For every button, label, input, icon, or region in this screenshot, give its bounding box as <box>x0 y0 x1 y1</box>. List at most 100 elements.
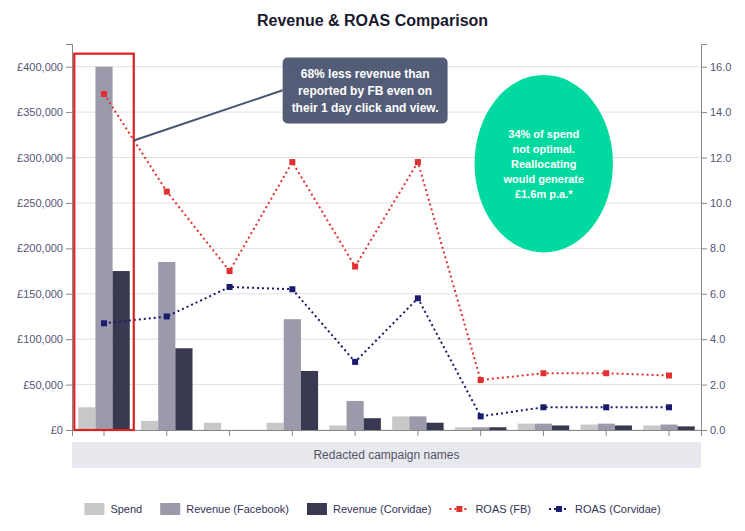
bar <box>660 425 677 430</box>
xlabel-band <box>72 442 701 468</box>
x-axis-title: Redacted campaign names <box>313 448 459 462</box>
tick-label: 6.0 <box>710 288 725 300</box>
annotation-ellipse <box>475 75 613 253</box>
bar <box>392 416 409 430</box>
legend-item: Revenue (Corvidae) <box>307 503 431 515</box>
bar <box>580 425 597 430</box>
bar <box>347 401 364 430</box>
tick-mark <box>292 430 293 436</box>
annotation-line: Reallocating <box>511 158 576 170</box>
axis-line <box>702 45 708 431</box>
tick-mark <box>701 339 707 340</box>
bar <box>329 425 346 430</box>
y-axis: £0£50,000£100,000£150,000£200,000£250,00… <box>17 45 72 437</box>
bar <box>78 407 95 430</box>
annotation-line: their 1 day click and view. <box>292 101 439 115</box>
tick: £150,000 <box>17 288 72 300</box>
tick-mark <box>701 67 707 68</box>
bar <box>95 67 112 430</box>
tick: £100,000 <box>17 333 72 345</box>
annotation-line: £1.6m p.a.* <box>515 188 573 200</box>
tick-mark <box>66 158 72 159</box>
tick: 14.0 <box>701 106 731 118</box>
tick: 2.0 <box>701 379 725 391</box>
legend: SpendRevenue (Facebook)Revenue (Corvidae… <box>84 503 660 515</box>
tick: 12.0 <box>701 152 731 164</box>
axis-line <box>66 45 73 431</box>
tick-mark <box>166 430 167 436</box>
tick: £350,000 <box>17 106 72 118</box>
bar <box>455 427 472 430</box>
bar <box>301 371 318 430</box>
chart: Revenue & ROAS Comparison£0£50,000£100,0… <box>0 0 745 531</box>
tick <box>480 430 481 436</box>
tick-mark <box>701 112 707 113</box>
marker <box>101 91 107 97</box>
tick <box>229 430 230 436</box>
legend-label: ROAS (FB) <box>475 503 531 515</box>
title: Revenue & ROAS Comparison <box>257 12 488 29</box>
tick-mark <box>66 67 72 68</box>
tick-label: 10.0 <box>710 197 731 209</box>
bar <box>141 421 158 430</box>
bar <box>158 262 175 430</box>
tick-label: £100,000 <box>17 333 63 345</box>
tick-mark <box>543 430 544 436</box>
tick-label: £350,000 <box>17 106 63 118</box>
y2-axis: 0.0 2.0 4.0 6.0 8.0 10.0 12.0 14.0 16.0 <box>701 45 731 437</box>
tick-mark <box>701 203 707 204</box>
tick: 0.0 <box>701 424 725 436</box>
legend-marker <box>456 506 462 512</box>
legend-swatch <box>84 503 104 515</box>
tick-mark <box>701 385 707 386</box>
bar <box>238 430 255 431</box>
tick-label: £250,000 <box>17 197 63 209</box>
marker <box>352 264 358 270</box>
bar <box>204 423 221 430</box>
tick-label: £300,000 <box>17 152 63 164</box>
tick-mark <box>417 430 418 436</box>
marker <box>227 268 233 274</box>
bar <box>284 319 301 430</box>
annotation-line: not optimal. <box>513 143 575 155</box>
annotation-text: 68% less revenue thanreported by FB even… <box>292 67 439 115</box>
tick: £250,000 <box>17 197 72 209</box>
marker <box>164 313 170 319</box>
marker <box>227 284 233 290</box>
tick-mark <box>66 203 72 204</box>
axis-line <box>73 431 702 437</box>
tick: 8.0 <box>701 242 725 254</box>
tick <box>355 430 356 436</box>
tick-label: 2.0 <box>710 379 725 391</box>
tick-mark <box>66 385 72 386</box>
annotation-arrow <box>134 90 283 140</box>
tick: £50,000 <box>23 379 72 391</box>
tick: 10.0 <box>701 197 731 209</box>
tick-label: 12.0 <box>710 152 731 164</box>
tick-label: 4.0 <box>710 333 725 345</box>
bar <box>364 418 381 430</box>
tick-mark <box>229 430 230 436</box>
tick: 6.0 <box>701 288 725 300</box>
tick-mark <box>701 294 707 295</box>
legend-label: Revenue (Facebook) <box>186 503 289 515</box>
tick-mark <box>66 294 72 295</box>
legend-marker <box>556 506 562 512</box>
legend-item: ROAS (FB) <box>449 503 531 515</box>
tick-label: 16.0 <box>710 61 731 73</box>
bar <box>267 423 284 430</box>
bar <box>113 271 130 430</box>
tick-mark <box>606 430 607 436</box>
tick-label: 8.0 <box>710 242 725 254</box>
legend-item: Revenue (Facebook) <box>160 503 289 515</box>
bar <box>615 425 632 430</box>
bar <box>472 427 489 430</box>
marker <box>603 370 609 376</box>
annotation-text: 34% of spendnot optimal.Reallocatingwoul… <box>502 128 584 200</box>
grid-line <box>72 202 701 203</box>
tick-mark <box>66 248 72 249</box>
grid-line <box>72 248 701 249</box>
tick: £200,000 <box>17 242 72 254</box>
marker <box>289 286 295 292</box>
marker <box>603 404 609 410</box>
